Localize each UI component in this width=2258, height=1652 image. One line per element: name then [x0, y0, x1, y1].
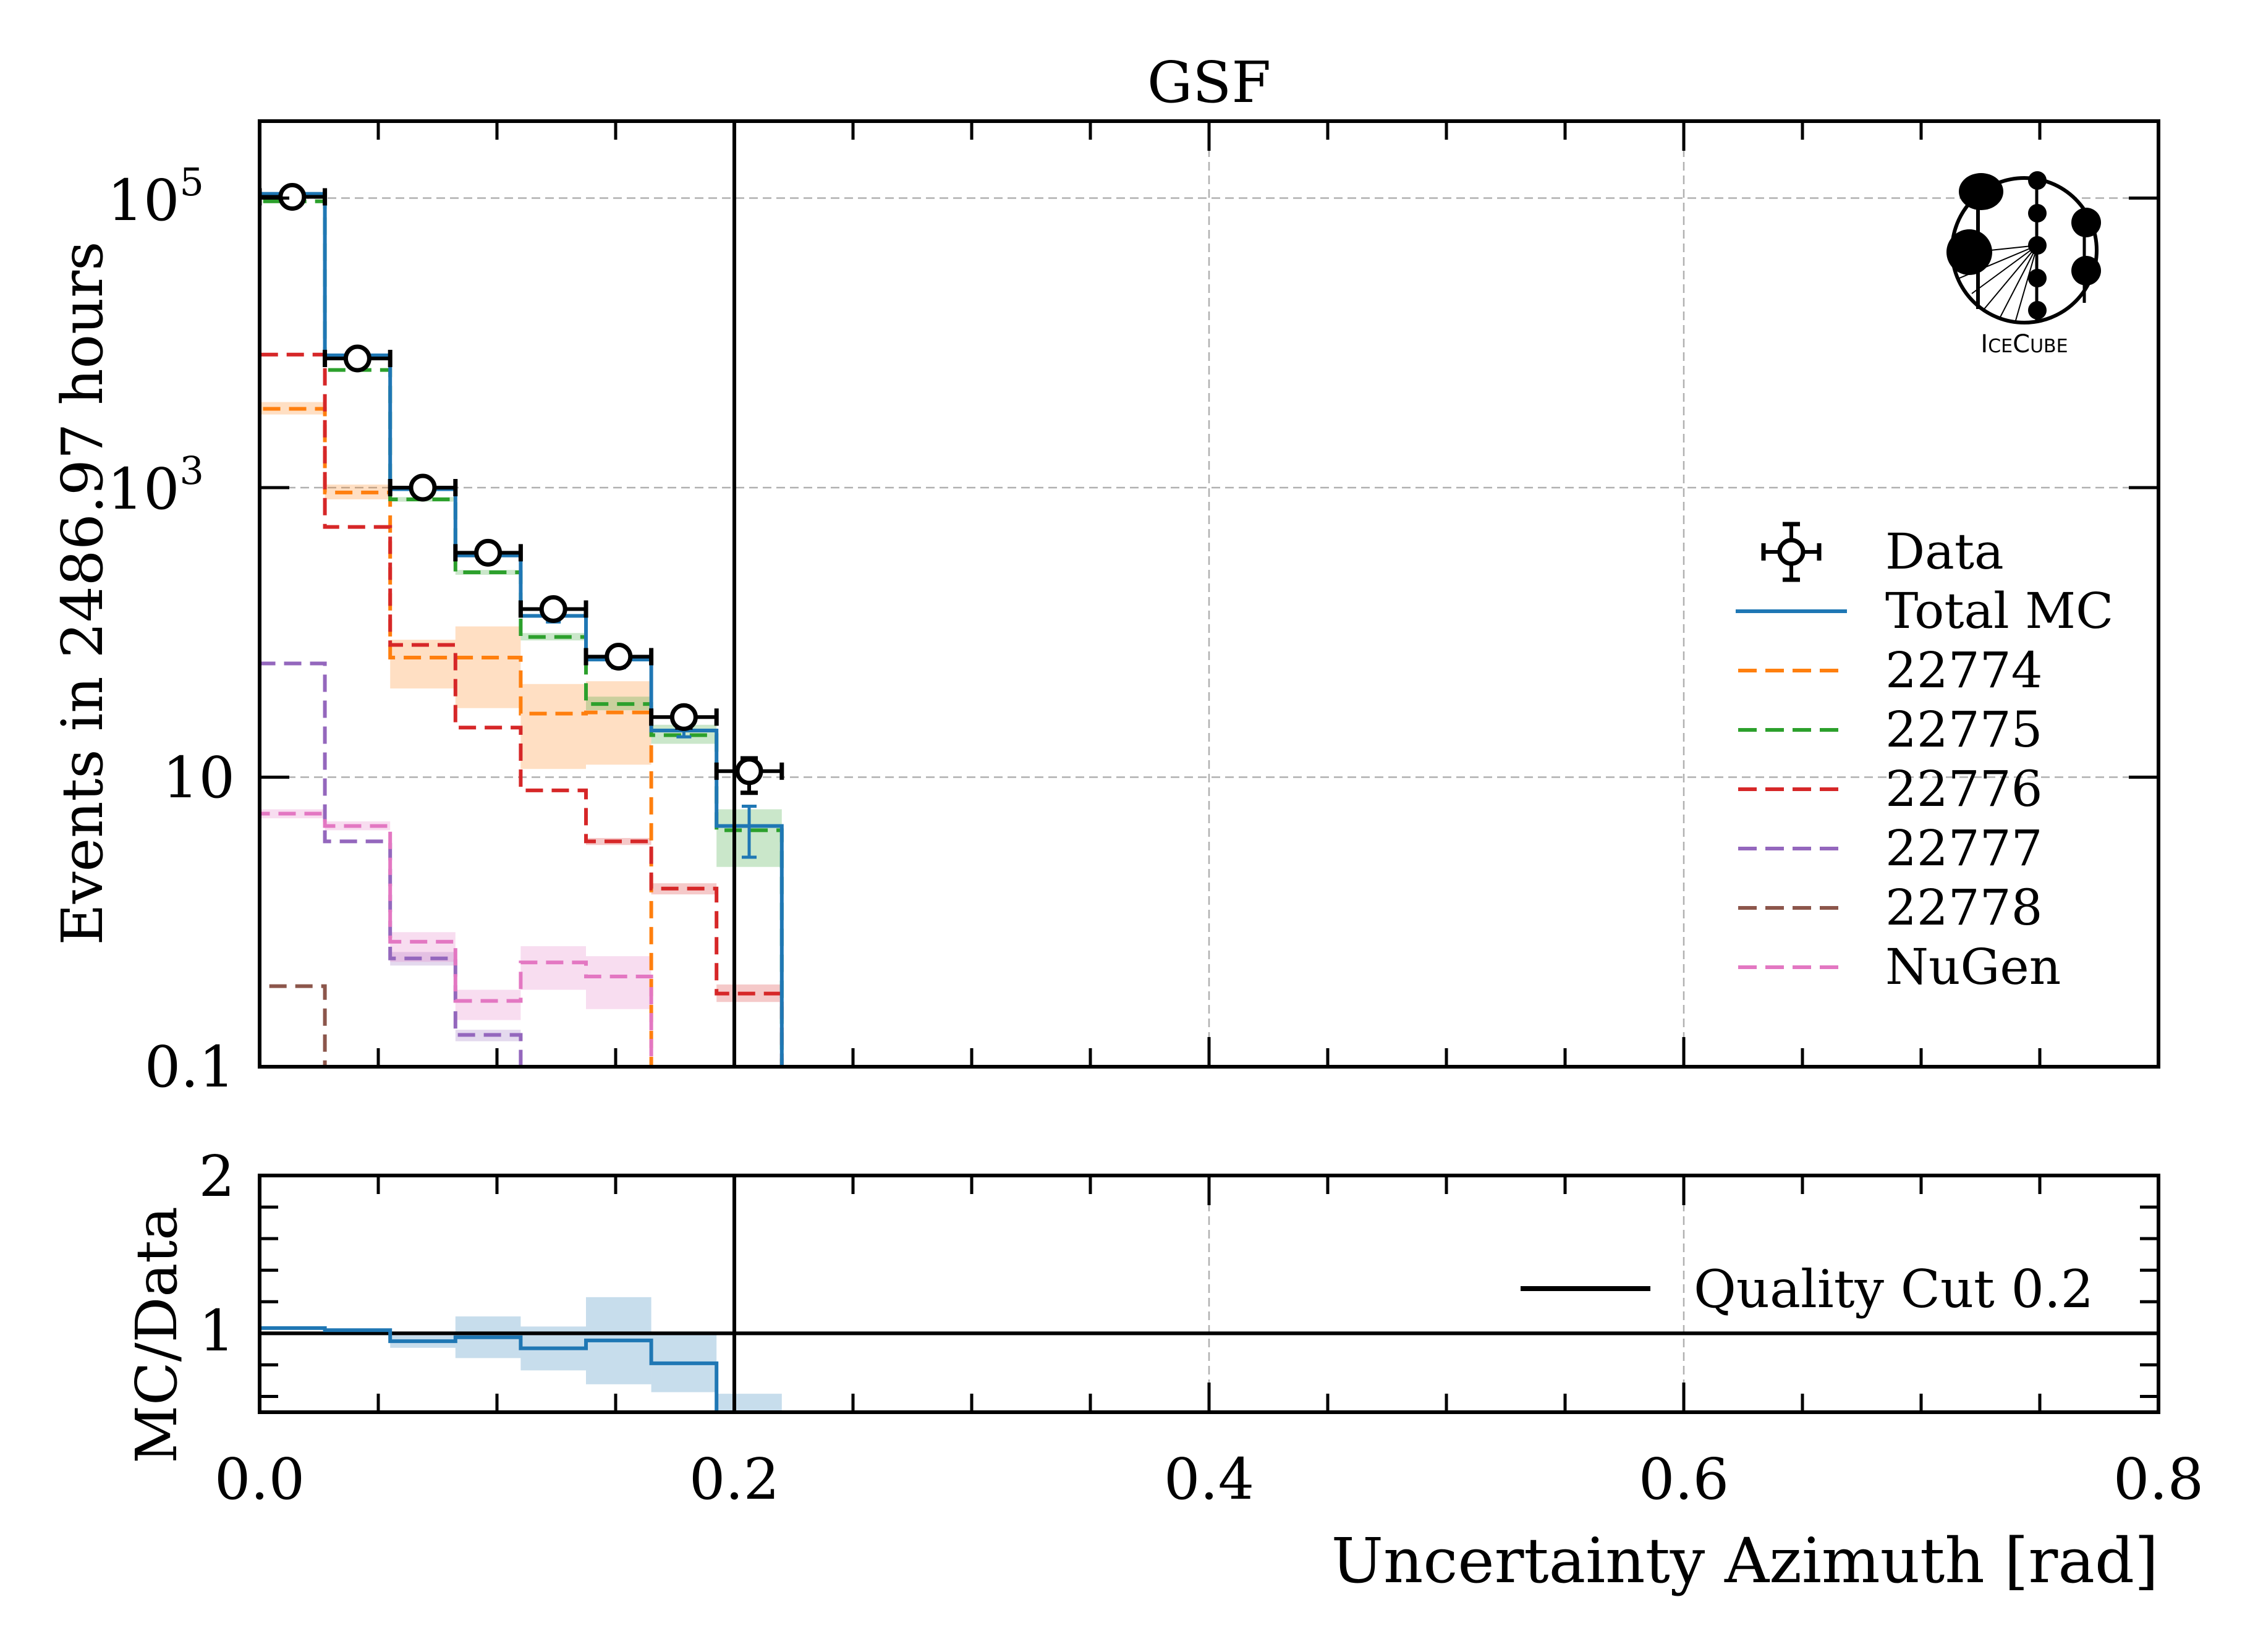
- uncertainty-band: [586, 956, 652, 1009]
- x-tick-label: 0.4: [1164, 1446, 1254, 1512]
- ratio-y-tick-label: 1: [198, 1298, 235, 1364]
- ratio-axes-frame: [258, 1174, 2160, 1414]
- data-point: [669, 703, 698, 731]
- icecube-logo-icon: ICECUBE: [1946, 171, 2101, 358]
- y-tick-label: 105: [107, 159, 204, 234]
- uncertainty-band: [390, 952, 456, 966]
- legend-label: Data: [1885, 523, 2004, 580]
- histogram-22777: [260, 661, 523, 1067]
- y-tick-label: 10: [163, 745, 235, 811]
- data-point: [409, 473, 437, 502]
- legend-item: 22774: [1738, 642, 2043, 699]
- main-panel: 105 103 10 0.1 Events in 2486.97 hours D…: [49, 119, 2160, 1100]
- ratio-legend: Quality Cut 0.2: [1521, 1259, 2094, 1319]
- y-axis-label: Events in 2486.97 hours: [49, 242, 116, 946]
- data-point: [735, 757, 763, 786]
- legend-label: 22775: [1885, 701, 2043, 758]
- ratio-y-axis-label: MC/Data: [124, 1206, 190, 1464]
- data-point: [539, 595, 567, 623]
- ratio-legend-cut-label: Quality Cut 0.2: [1694, 1259, 2094, 1319]
- data-point: [474, 538, 503, 567]
- legend-item: 22778: [1738, 879, 2043, 936]
- legend-item: Total MC: [1736, 582, 2113, 640]
- histogram-22776: [260, 352, 784, 1067]
- legend-label: 22774: [1885, 642, 2043, 699]
- legend-label: 22777: [1885, 820, 2043, 877]
- y-tick-label: 103: [107, 448, 204, 522]
- uncertainty-band: [390, 640, 456, 688]
- legend-data-marker: [1777, 538, 1806, 566]
- uncertainty-band: [455, 570, 521, 575]
- x-tick-label: 0.0: [214, 1446, 305, 1512]
- data-point: [343, 344, 371, 373]
- uncertainty-band: [325, 485, 391, 499]
- legend-item: 22776: [1738, 760, 2043, 818]
- uncertainty-band: [520, 946, 586, 990]
- x-tick-label: 0.8: [2113, 1446, 2204, 1512]
- data-point: [605, 642, 633, 671]
- legend-item: 22777: [1738, 820, 2043, 877]
- legend-label: 22778: [1885, 879, 2043, 936]
- y-tick-label: 0.1: [145, 1034, 235, 1100]
- legend-item: Data: [1761, 522, 2004, 582]
- x-axis-label: Uncertainty Azimuth [rad]: [1331, 1525, 2158, 1597]
- uncertainty-band: [520, 633, 586, 641]
- legend-label: 22776: [1885, 760, 2043, 818]
- uncertainty-band: [455, 626, 521, 708]
- ratio-y-tick-label: 2: [198, 1143, 235, 1209]
- legend-label: NuGen: [1885, 938, 2061, 996]
- ratio-band: [716, 1394, 782, 1412]
- uncertainty-band: [651, 883, 717, 895]
- uncertainty-band: [586, 681, 652, 765]
- x-tick-label: 0.6: [1639, 1446, 1729, 1512]
- histogram-nugen: [260, 811, 653, 1067]
- x-tick-labels: 0.0 0.2 0.4 0.6 0.8: [214, 1446, 2204, 1512]
- x-tick-label: 0.2: [689, 1446, 779, 1512]
- legend-label: Total MC: [1885, 582, 2113, 640]
- uncertainty-bands: [260, 402, 782, 1041]
- main-axes-frame: [258, 119, 2160, 1069]
- logo-text: ICECUBE: [1980, 330, 2068, 358]
- y-tick-labels: 105 103 10 0.1: [107, 159, 235, 1100]
- histogram-total-mc: [260, 192, 784, 1067]
- legend-item: 22775: [1738, 701, 2043, 758]
- uncertainty-band: [455, 989, 521, 1020]
- chart-title: GSF: [1147, 49, 1271, 116]
- data-points: [260, 182, 784, 795]
- ratio-panel: 2 1 MC/Data Quality Cut 0.2 0.0 0.2 0.4 …: [124, 1143, 2204, 1597]
- main-axis-ticks: [258, 121, 2160, 1069]
- ratio-step-line: [260, 1326, 719, 1412]
- legend-item: NuGen: [1738, 938, 2061, 996]
- uncertainty-band: [520, 684, 586, 769]
- histogram-22778: [260, 984, 327, 1067]
